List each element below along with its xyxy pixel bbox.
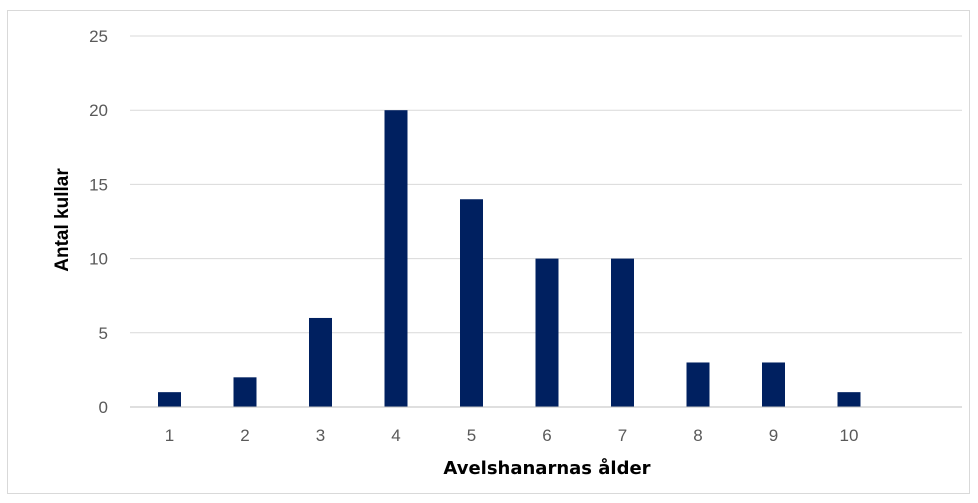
bar-8 — [686, 362, 710, 407]
y-tick-label: 10 — [89, 250, 108, 269]
x-tick-label: 2 — [240, 426, 249, 445]
y-tick-label: 0 — [99, 398, 108, 417]
bars — [158, 110, 861, 407]
y-tick-label: 15 — [89, 175, 108, 194]
x-axis-title: Avelshanarnas ålder — [443, 457, 650, 479]
x-tick-label: 7 — [618, 426, 627, 445]
bar-3 — [309, 317, 332, 407]
bar-9 — [762, 362, 785, 407]
y-axis-ticks: 0 5 10 15 20 25 — [89, 27, 108, 417]
y-tick-label: 25 — [89, 27, 108, 46]
x-tick-label: 1 — [165, 426, 174, 445]
y-tick-label: 20 — [89, 101, 108, 120]
bar-4 — [384, 110, 408, 407]
x-tick-label: 3 — [316, 426, 325, 445]
y-tick-label: 5 — [99, 324, 108, 343]
bar-10 — [837, 392, 861, 407]
y-axis-title: Antal kullar — [52, 168, 73, 272]
x-tick-label: 4 — [391, 426, 400, 445]
x-tick-label: 8 — [693, 426, 702, 445]
bar-2 — [233, 377, 257, 407]
bar-5 — [460, 199, 483, 407]
x-tick-label: 10 — [840, 426, 859, 445]
x-tick-label: 9 — [769, 426, 778, 445]
bar-6 — [535, 258, 559, 407]
x-tick-label: 5 — [467, 426, 476, 445]
bar-1 — [158, 392, 181, 407]
x-axis-ticks: 1 2 3 4 5 6 7 8 9 10 — [165, 426, 859, 445]
bar-7 — [611, 258, 634, 407]
chart-frame — [7, 10, 970, 494]
x-tick-label: 6 — [542, 426, 551, 445]
